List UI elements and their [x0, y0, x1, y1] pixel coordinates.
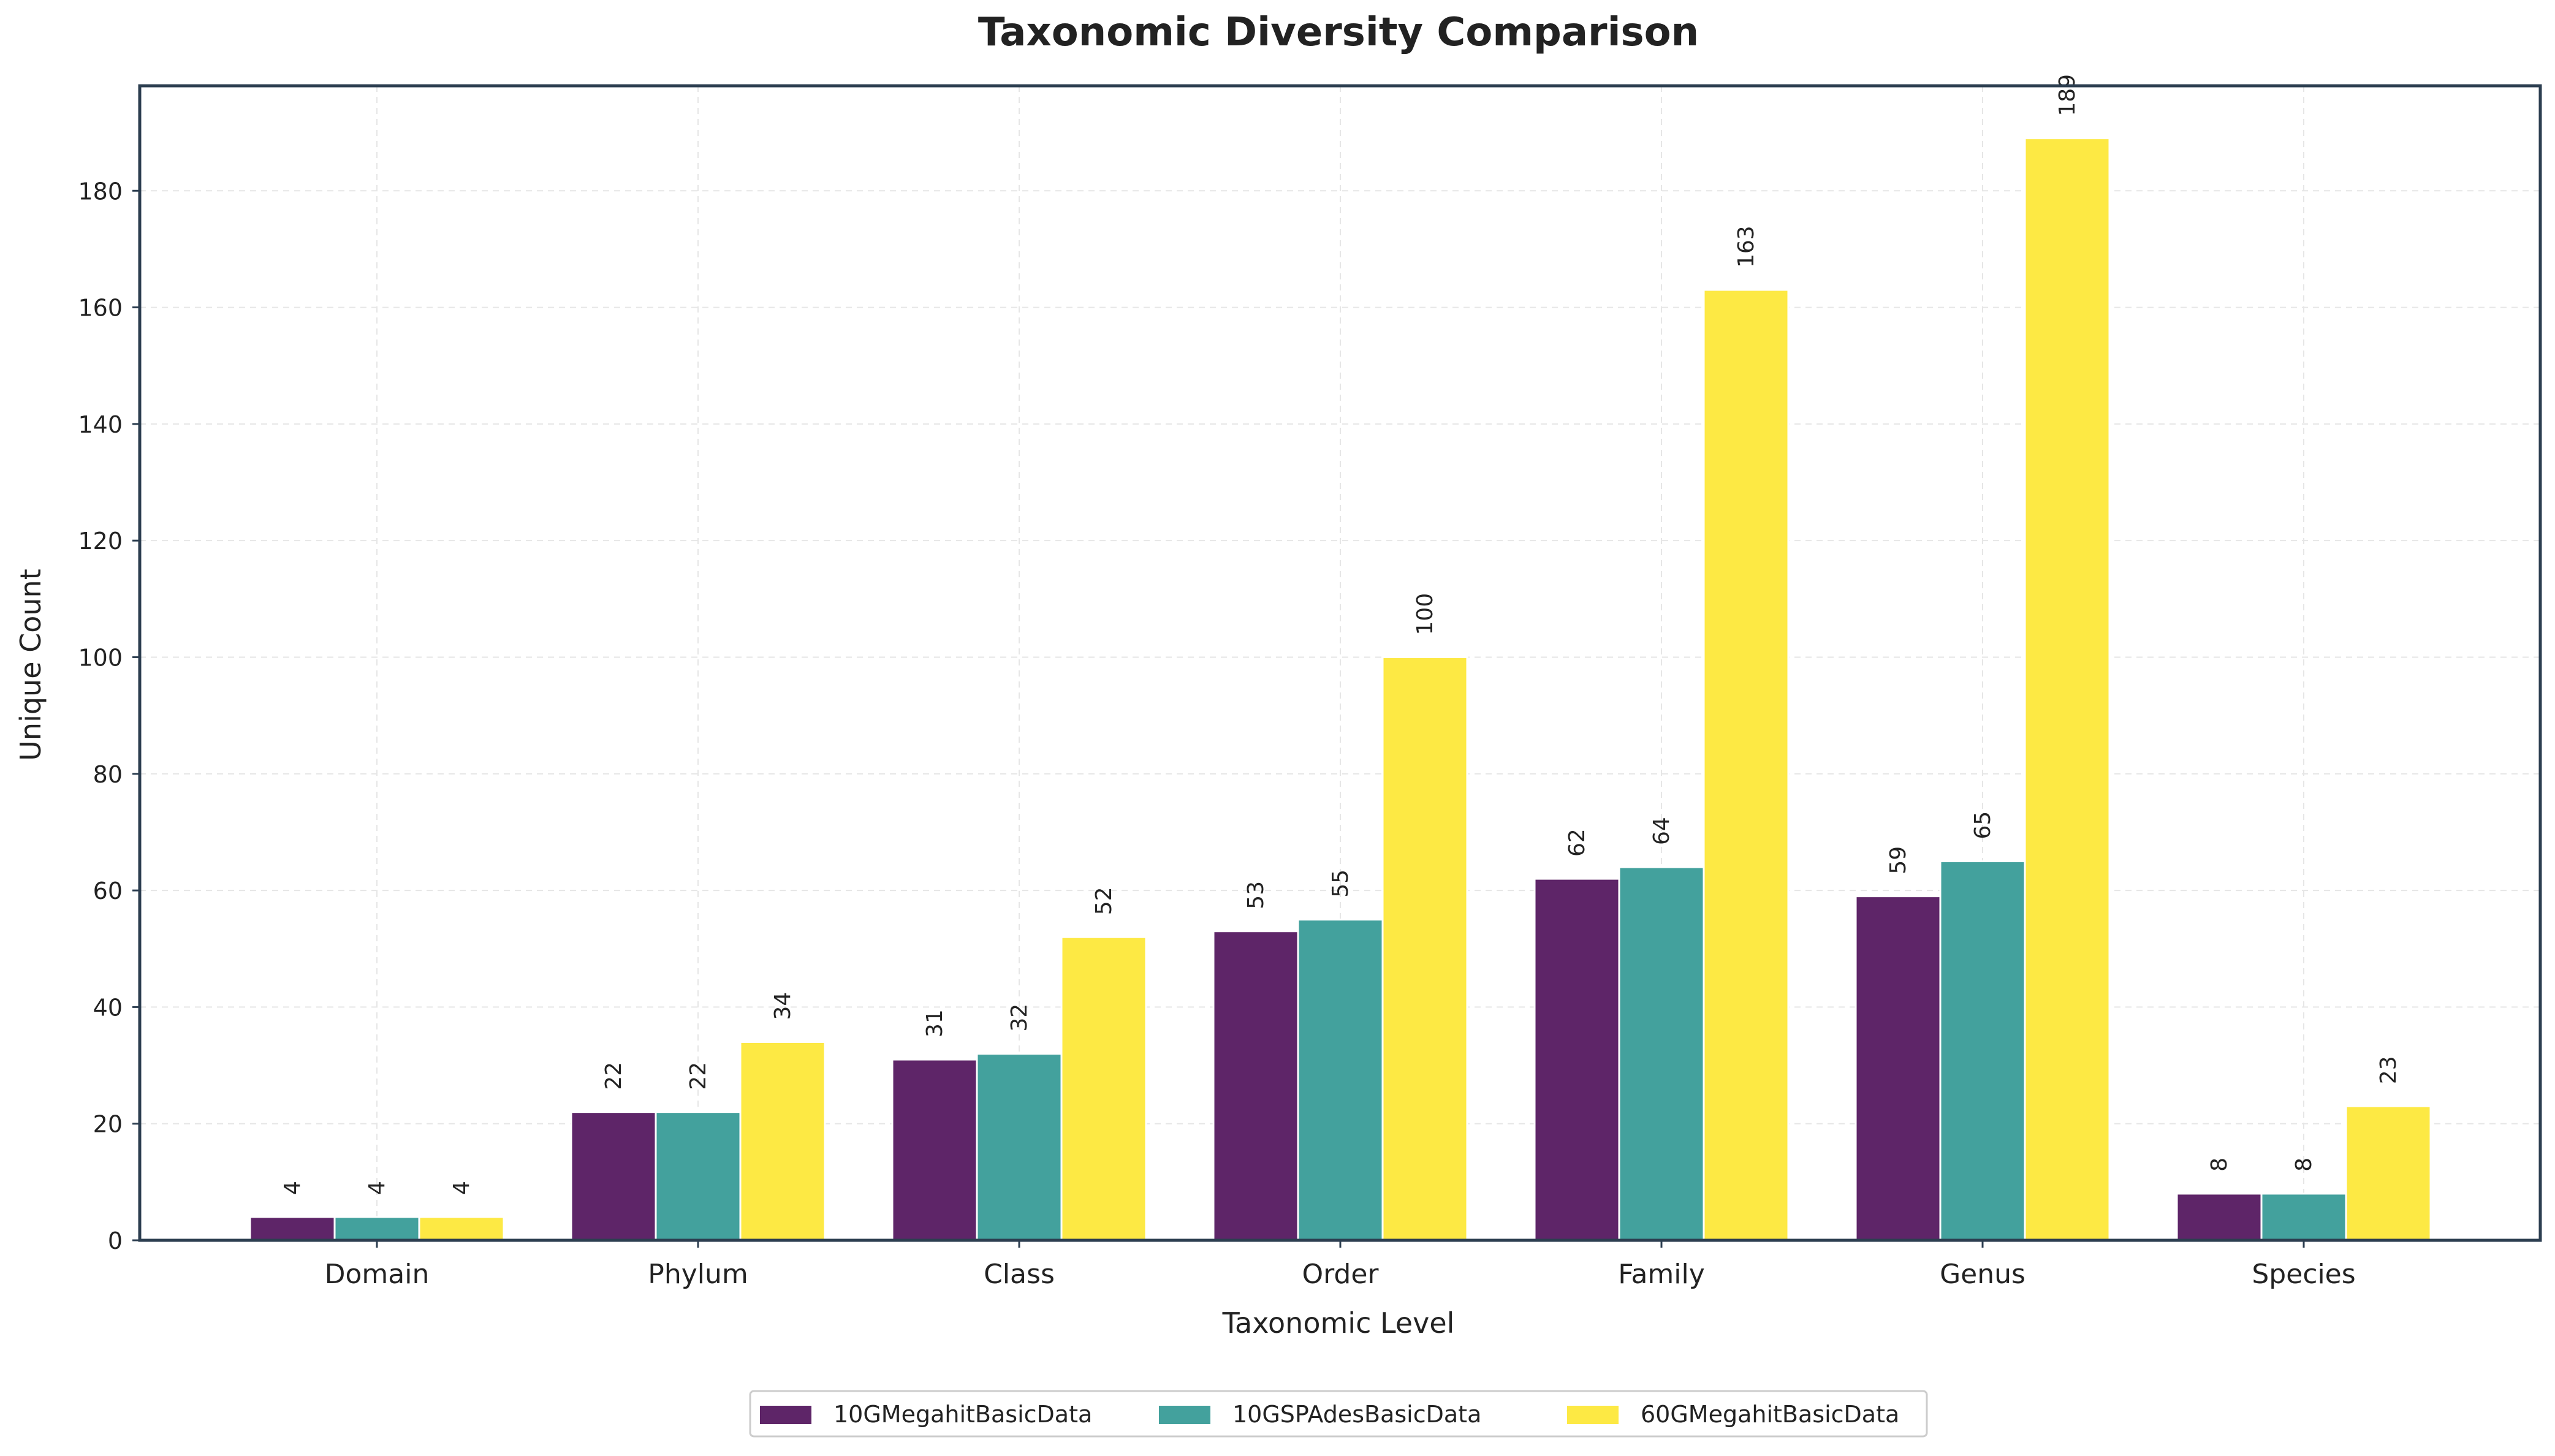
- x-tick-label: Phylum: [648, 1259, 748, 1290]
- legend-box: [749, 1390, 1928, 1438]
- x-tick-label: Order: [1302, 1259, 1379, 1290]
- y-tick-label: 40: [93, 994, 123, 1021]
- x-axis-label: Taxonomic Level: [1222, 1306, 1455, 1340]
- x-tick-label: Class: [984, 1259, 1055, 1290]
- x-tick-label: Domain: [325, 1259, 430, 1290]
- bar: [1618, 866, 1705, 1242]
- bar-value-label: 53: [1243, 881, 1269, 909]
- bar: [1703, 289, 1790, 1242]
- bar: [1939, 860, 2026, 1242]
- bar: [418, 1216, 505, 1242]
- bar: [976, 1053, 1063, 1242]
- bar-value-label: 189: [2055, 74, 2080, 116]
- bar-value-label: 32: [1007, 1004, 1032, 1032]
- bar-value-label: 62: [1565, 828, 1590, 857]
- y-tick-label: 120: [78, 528, 123, 555]
- bar-value-labels: 4 22 31 53 62 59 8 4 22 32 55 64 65 8 4 34 52 100 163 189 23: [280, 74, 2401, 1195]
- y-tick-label: 160: [78, 295, 123, 322]
- bar-value-label: 8: [2291, 1158, 2317, 1172]
- bar: [1297, 919, 1384, 1242]
- bar-value-label: 31: [922, 1009, 947, 1037]
- bar-value-label: 163: [1734, 226, 1759, 268]
- bar: [570, 1111, 657, 1242]
- y-tick-label: 20: [93, 1111, 123, 1138]
- y-tick-label: 60: [93, 878, 123, 904]
- legend-label: 60GMegahitBasicData: [1641, 1401, 1899, 1428]
- legend-label: 10GSPAdesBasicData: [1232, 1401, 1481, 1428]
- x-tick-label: Genus: [1940, 1259, 2025, 1290]
- legend-swatch: [760, 1406, 811, 1424]
- bar: [1060, 936, 1147, 1242]
- bar: [333, 1216, 420, 1242]
- bar-value-label: 64: [1649, 817, 1674, 845]
- bar-value-label: 22: [601, 1062, 626, 1090]
- y-axis-label: Unique Count: [14, 569, 47, 761]
- legend-label: 10GMegahitBasicData: [833, 1401, 1092, 1428]
- bar-value-label: 4: [280, 1181, 305, 1195]
- bar: [1533, 878, 1620, 1242]
- y-tick-label: 0: [108, 1227, 123, 1254]
- bar-value-label: 22: [686, 1062, 711, 1090]
- legend-swatch: [1567, 1406, 1619, 1424]
- bar-value-label: 4: [365, 1181, 390, 1195]
- y-tick-label: 140: [78, 411, 123, 438]
- y-tick-label: 100: [78, 644, 123, 671]
- y-tick-label: 180: [78, 178, 123, 205]
- axes: 0 20 40 60 80 100 120 140 160 180 Domain Phylum Clas…: [78, 84, 2542, 1290]
- bar: [2024, 137, 2111, 1242]
- y-tick-label: 80: [93, 761, 123, 788]
- bar-value-label: 52: [1091, 887, 1117, 915]
- bar: [1381, 656, 1468, 1242]
- bar: [2345, 1105, 2432, 1242]
- bars: [249, 137, 2432, 1242]
- bar-value-label: 34: [770, 992, 795, 1020]
- legend: 10GMegahitBasicData 10GSPAdesBasicData 60G…: [749, 1390, 1928, 1438]
- bar-value-label: 4: [449, 1181, 474, 1195]
- bar: [2176, 1192, 2263, 1242]
- chart-title: Taxonomic Diversity Comparison: [978, 10, 1699, 55]
- bar: [1855, 895, 1942, 1242]
- bar-value-label: 65: [1970, 811, 1995, 840]
- legend-swatch: [1159, 1406, 1210, 1424]
- bar-value-label: 100: [1413, 593, 1438, 635]
- bar-value-label: 23: [2376, 1056, 2401, 1084]
- bar-value-label: 8: [2207, 1158, 2232, 1172]
- bar: [739, 1041, 826, 1242]
- bar: [249, 1216, 336, 1242]
- plot-frame: [138, 84, 2542, 1242]
- bar: [1212, 930, 1299, 1242]
- bar-value-label: 55: [1328, 870, 1353, 898]
- x-tick-label: Family: [1618, 1259, 1705, 1290]
- bar-value-label: 59: [1886, 846, 1911, 874]
- bar: [655, 1111, 742, 1242]
- bar: [891, 1058, 978, 1242]
- x-tick-label: Species: [2252, 1259, 2355, 1290]
- bar: [2260, 1192, 2347, 1242]
